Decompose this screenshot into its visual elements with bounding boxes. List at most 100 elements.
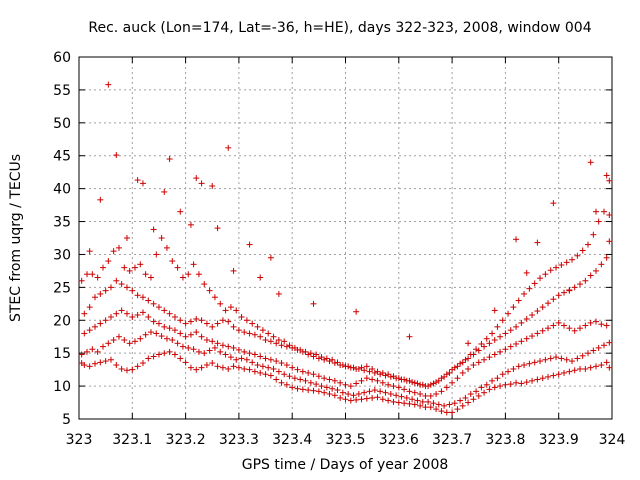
data-point	[473, 346, 480, 353]
data-point	[155, 351, 162, 358]
data-point	[257, 274, 264, 281]
data-point	[457, 360, 464, 367]
data-point	[502, 381, 509, 388]
data-point	[211, 344, 218, 351]
data-point	[291, 344, 298, 351]
data-point	[449, 379, 456, 386]
data-point	[174, 264, 181, 271]
data-point	[291, 375, 298, 382]
data-point	[230, 323, 237, 330]
data-point	[379, 396, 386, 403]
data-point	[491, 337, 498, 344]
data-point	[267, 254, 274, 261]
data-point	[571, 327, 578, 334]
data-point	[177, 317, 184, 324]
data-point	[555, 371, 562, 378]
data-point	[577, 281, 584, 288]
data-point	[145, 297, 152, 304]
data-point	[118, 307, 125, 314]
data-point	[355, 365, 362, 372]
data-point	[318, 383, 325, 390]
data-point	[315, 388, 322, 395]
data-point	[435, 401, 442, 408]
data-point	[187, 331, 194, 338]
x-tick-label: 323.5	[325, 432, 365, 448]
data-point	[582, 322, 589, 329]
axis-ticks	[78, 56, 613, 420]
data-point	[499, 371, 506, 378]
data-point	[198, 333, 205, 340]
data-point	[86, 327, 93, 334]
data-point	[94, 274, 101, 281]
data-point	[406, 400, 413, 407]
data-point	[131, 264, 138, 271]
data-point	[593, 363, 600, 370]
data-point	[382, 389, 389, 396]
data-point	[361, 389, 368, 396]
data-point	[510, 365, 517, 372]
data-series	[78, 329, 613, 409]
data-point	[443, 371, 450, 378]
data-point	[249, 320, 256, 327]
data-point	[521, 290, 528, 297]
data-point	[278, 360, 285, 367]
data-point	[86, 248, 93, 255]
data-point	[161, 350, 168, 357]
data-point	[185, 344, 192, 351]
data-point	[393, 375, 400, 382]
data-point	[102, 358, 109, 365]
data-point	[507, 327, 514, 334]
data-point	[230, 344, 237, 351]
data-point	[97, 290, 104, 297]
data-point	[550, 322, 557, 329]
data-point	[243, 317, 250, 324]
x-tick-label: 323.1	[112, 432, 152, 448]
data-point	[131, 338, 138, 345]
data-point	[449, 409, 456, 416]
data-point	[425, 398, 432, 405]
data-point	[289, 364, 296, 371]
data-point	[534, 239, 541, 246]
data-point	[358, 396, 365, 403]
data-point	[505, 310, 512, 317]
data-point	[267, 356, 274, 363]
data-point	[451, 400, 458, 407]
data-point	[369, 365, 376, 372]
data-point	[321, 375, 328, 382]
data-point	[334, 359, 341, 366]
data-point	[518, 319, 525, 326]
data-point	[193, 315, 200, 322]
data-point	[438, 375, 445, 382]
data-point	[502, 330, 509, 337]
data-point	[521, 362, 528, 369]
data-point	[81, 310, 88, 317]
data-point	[185, 271, 192, 278]
data-point	[558, 355, 565, 362]
data-point	[462, 394, 469, 401]
data-point	[459, 369, 466, 376]
data-point	[371, 387, 378, 394]
data-point	[494, 323, 501, 330]
data-point	[427, 392, 434, 399]
data-point	[273, 376, 280, 383]
data-point	[206, 347, 213, 354]
data-point	[398, 393, 405, 400]
data-point	[230, 267, 237, 274]
data-point	[222, 307, 229, 314]
data-point	[214, 363, 221, 370]
data-point	[454, 363, 461, 370]
data-point	[115, 333, 122, 340]
data-point	[302, 348, 309, 355]
data-point	[107, 313, 114, 320]
data-point	[342, 381, 349, 388]
y-tick-label: 30	[53, 247, 71, 263]
data-point	[510, 304, 517, 311]
data-point	[121, 264, 128, 271]
data-point	[518, 338, 525, 345]
data-point	[475, 392, 482, 399]
x-axis-label: GPS time / Days of year 2008	[242, 457, 449, 473]
data-point	[470, 362, 477, 369]
data-point	[299, 368, 306, 375]
data-point	[467, 351, 474, 358]
data-point	[123, 284, 130, 291]
